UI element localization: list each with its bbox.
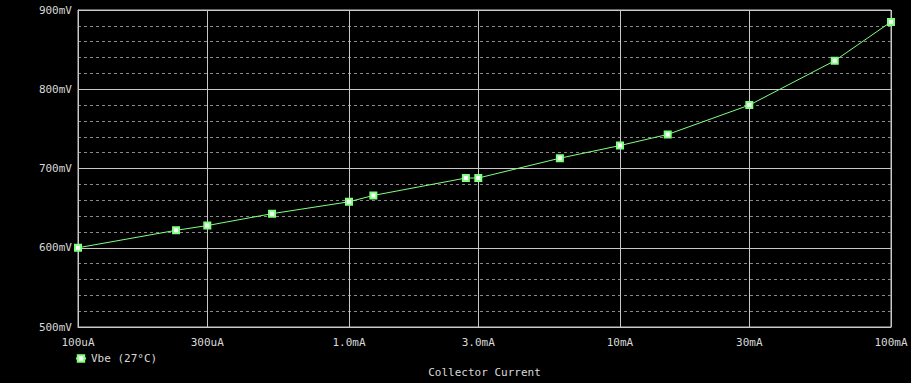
svg-text:600mV: 600mV: [39, 241, 72, 254]
svg-text:100mA: 100mA: [874, 336, 907, 349]
svg-text:Collector Current: Collector Current: [428, 366, 541, 379]
svg-text:500mV: 500mV: [39, 321, 72, 334]
svg-text:1.0mA: 1.0mA: [332, 336, 365, 349]
svg-text:100uA: 100uA: [61, 336, 94, 349]
svg-text:700mV: 700mV: [39, 162, 72, 175]
svg-text:800mV: 800mV: [39, 83, 72, 96]
svg-text:Vbe (27°C): Vbe (27°C): [91, 352, 157, 365]
svg-text:3.0mA: 3.0mA: [462, 336, 495, 349]
svg-text:30mA: 30mA: [736, 336, 763, 349]
svg-text:10mA: 10mA: [607, 336, 634, 349]
svg-text:900mV: 900mV: [39, 4, 72, 17]
svg-text:300uA: 300uA: [191, 336, 224, 349]
